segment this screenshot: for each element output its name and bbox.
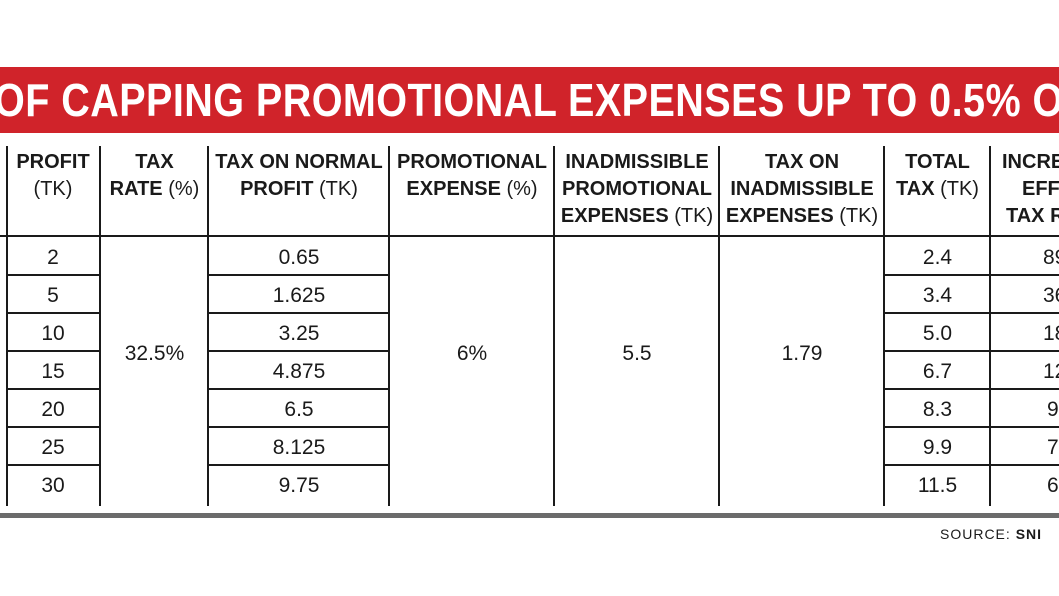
source-label: SOURCE: [940, 526, 1011, 542]
row-divider [883, 388, 1059, 390]
total-tax-cell: 9.9 [922, 436, 953, 459]
header-tax-normal-profit: TAX ON NORMAL PROFIT (TK) [215, 151, 383, 200]
profit-cell: 2 [47, 246, 59, 269]
banner-title: OF CAPPING PROMOTIONAL EXPENSES UP TO 0.… [0, 74, 1059, 126]
tax-normal-cell: 9.75 [278, 474, 320, 497]
increase-rate-cell: 36 [1043, 284, 1059, 307]
row-divider [207, 464, 390, 466]
row-divider [6, 274, 101, 276]
increase-rate-cell: 7 [1047, 436, 1059, 459]
row-divider [6, 388, 101, 390]
row-divider [883, 274, 1059, 276]
row-divider [6, 426, 101, 428]
row-divider [883, 426, 1059, 428]
total-tax-cell: 3.4 [922, 284, 953, 307]
profit-cell: 10 [41, 322, 65, 345]
row-divider [883, 464, 1059, 466]
row-divider [207, 312, 390, 314]
row-divider [883, 350, 1059, 352]
total-tax-cell: 2.4 [922, 246, 953, 269]
profit-cell: 30 [41, 474, 65, 497]
tax-inadmissible-value: 1.79 [781, 342, 823, 365]
row-divider [883, 312, 1059, 314]
total-tax-cell: 6.7 [922, 360, 953, 383]
col-divider [883, 146, 885, 506]
header-divider [0, 235, 1059, 237]
tax-normal-cell: 6.5 [284, 398, 314, 421]
promotional-expense-value: 6% [456, 342, 488, 365]
total-tax-cell: 8.3 [922, 398, 953, 421]
row-divider [207, 350, 390, 352]
col-divider [6, 146, 8, 506]
profit-cell: 20 [41, 398, 65, 421]
increase-rate-cell: 9 [1047, 398, 1059, 421]
header-inadmissible-expenses: INADMISSIBLE PROMOTIONAL EXPENSES (TK) [560, 151, 714, 227]
col-divider [388, 146, 390, 506]
header-profit: PROFIT (TK) [16, 151, 90, 200]
col-divider [718, 146, 720, 506]
increase-rate-cell: 6 [1047, 474, 1059, 497]
header-total-tax: TOTAL TAX (TK) [896, 151, 979, 200]
bottom-rule [0, 513, 1059, 518]
increase-rate-cell: 12 [1043, 360, 1059, 383]
header-tax-inadmissible: TAX ON INADMISSIBLE EXPENSES (TK) [725, 151, 879, 227]
row-divider [207, 274, 390, 276]
tax-normal-cell: 3.25 [278, 322, 320, 345]
profit-cell: 25 [41, 436, 65, 459]
source-value: SNI [1015, 526, 1043, 542]
col-divider [989, 146, 991, 506]
profit-cell: 5 [47, 284, 59, 307]
title-banner: OF CAPPING PROMOTIONAL EXPENSES UP TO 0.… [0, 67, 1059, 133]
tax-normal-cell: 0.65 [278, 246, 320, 269]
col-divider [99, 146, 101, 506]
tax-normal-cell: 8.125 [272, 436, 326, 459]
increase-rate-cell: 89 [1043, 246, 1059, 269]
tax-normal-cell: 1.625 [272, 284, 326, 307]
increase-rate-cell: 18 [1043, 322, 1059, 345]
total-tax-cell: 5.0 [922, 322, 953, 345]
inadmissible-expenses-value: 5.5 [622, 342, 652, 365]
col-divider [207, 146, 209, 506]
header-increase-effective-tax-rate: INCREEFFETAX RA [1002, 151, 1059, 227]
total-tax-cell: 11.5 [917, 474, 958, 497]
row-divider [6, 350, 101, 352]
row-divider [207, 388, 390, 390]
header-tax-rate: TAX RATE (%) [109, 151, 200, 200]
row-divider [6, 312, 101, 314]
source-credit: SOURCE: SNI [940, 526, 1042, 542]
profit-cell: 15 [41, 360, 65, 383]
header-promotional-expense: PROMOTIONAL EXPENSE (%) [397, 151, 547, 200]
row-divider [6, 464, 101, 466]
row-divider [207, 426, 390, 428]
tax-rate-value: 32.5% [124, 342, 185, 365]
col-divider [553, 146, 555, 506]
tax-normal-cell: 4.875 [272, 360, 326, 383]
